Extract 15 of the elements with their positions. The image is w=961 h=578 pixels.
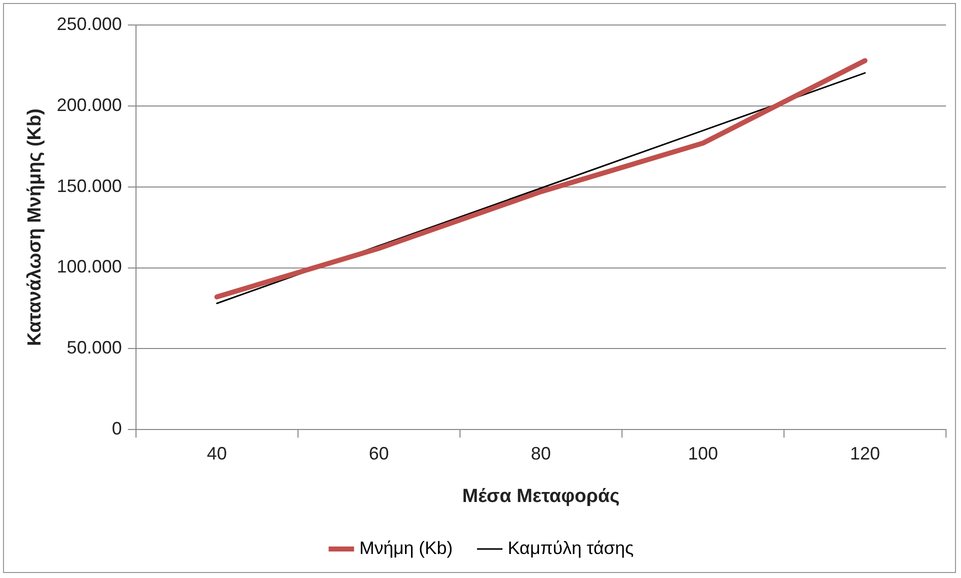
y-tick-label: 100.000 [56, 256, 122, 277]
y-axis-title: Κατανάλωση Μνήμης (Kb) [24, 108, 46, 346]
y-tick-label: 50.000 [66, 338, 122, 358]
y-tick-label: 150.000 [56, 176, 122, 196]
x-tick-label: 100 [688, 443, 718, 464]
x-tick-label: 120 [850, 443, 880, 464]
x-tick-label: 80 [530, 443, 551, 464]
y-tick-label: 250.000 [56, 14, 122, 34]
y-tick-label: 0 [112, 418, 122, 439]
y-tick-label: 200.000 [56, 94, 122, 115]
x-tick-label: 40 [206, 443, 227, 464]
x-axis-title: Μέσα Μεταφοράς [462, 486, 620, 507]
legend-label: Μνήμη (Kb) [359, 538, 453, 558]
legend-label: Καμπύλη τάσης [508, 538, 634, 558]
x-tick-label: 60 [368, 443, 389, 464]
